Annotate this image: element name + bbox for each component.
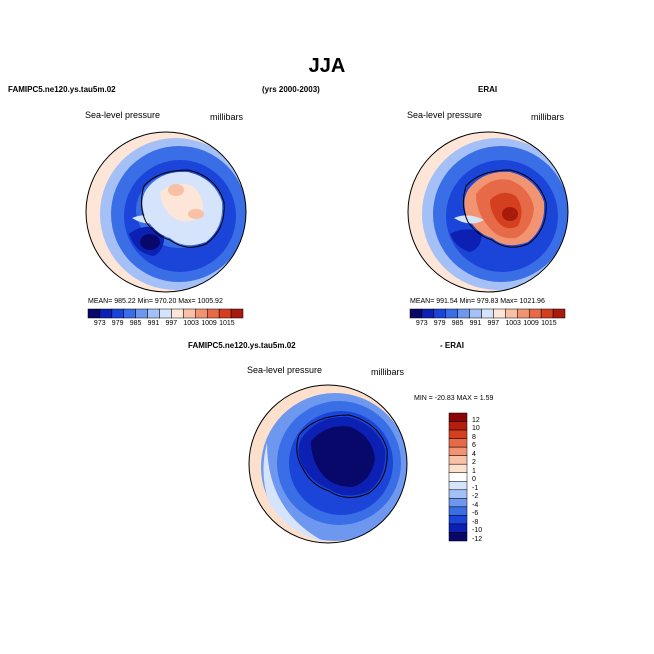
colorbar-swatch — [481, 308, 494, 319]
erai-header: ERAI — [478, 85, 498, 94]
colorbar-swatch — [540, 308, 554, 319]
colorbar-swatch — [517, 308, 530, 319]
panel3-stats: MIN = -20.83 MAX = 1.59 — [414, 395, 494, 402]
panel2-units-label: millibars — [531, 112, 565, 122]
model-name-header: FAMIPC5.ne120.ys.tau5m.02 — [8, 85, 116, 94]
colorbar-swatch — [159, 308, 172, 319]
colorbar-swatch — [135, 308, 148, 319]
colorbar-tick-label: 1003 — [505, 320, 521, 327]
colorbar-swatch — [99, 308, 113, 319]
panel1-colorbar-ticks: 973 979 985 991 997 1003 1009 1015 — [88, 320, 243, 330]
colorbar-tick-label: 973 — [93, 320, 106, 327]
colorbar-swatch — [469, 308, 482, 319]
panel1-polar-map — [85, 131, 247, 293]
colorbar-tick-label: 1015 — [219, 320, 235, 327]
colorbar-swatch — [448, 463, 468, 473]
colorbar-tick-label: -8 — [472, 518, 479, 526]
colorbar-swatch — [123, 308, 136, 319]
colorbar-tick-label: 973 — [415, 320, 428, 327]
colorbar-tick-label: 991 — [147, 320, 160, 327]
colorbar-swatch — [230, 308, 244, 319]
colorbar-swatch — [448, 489, 468, 499]
colorbar-tick-label: -6 — [472, 510, 479, 518]
colorbar-tick-label: 8 — [472, 433, 476, 441]
colorbar-tick-label: 985 — [451, 320, 464, 327]
colorbar-tick-label: 979 — [111, 320, 124, 327]
colorbar-tick-label: -2 — [472, 493, 479, 501]
colorbar-tick-label: -10 — [472, 527, 483, 535]
panel3-colorbar-ticks: 12 10 8 6 4 2 1 0 -1 -2 -4 -6 -8 -10 -12 — [470, 413, 500, 543]
colorbar-tick-label: 1009 — [201, 320, 217, 327]
colorbar-tick-label: 6 — [472, 442, 476, 450]
colorbar-swatch — [111, 308, 125, 319]
colorbar-tick-label: 10 — [472, 425, 480, 433]
panel3-field-label: Sea-level pressure — [247, 365, 323, 375]
colorbar-tick-label: -4 — [472, 501, 479, 509]
panel2-field-label: Sea-level pressure — [407, 110, 483, 120]
colorbar-swatch — [493, 308, 506, 319]
panel3-units-label: millibars — [371, 367, 405, 377]
colorbar-tick-label: 2 — [472, 459, 476, 467]
colorbar-tick-label: 1 — [472, 467, 476, 475]
colorbar-swatch — [433, 308, 447, 319]
colorbar-swatch — [448, 429, 468, 439]
colorbar-tick-label: 1015 — [541, 320, 557, 327]
colorbar-swatch — [171, 308, 184, 319]
colorbar-tick-label: 985 — [129, 320, 142, 327]
panel1-colorbar — [87, 308, 244, 319]
colorbar-swatch — [448, 412, 468, 422]
colorbar-swatch — [505, 308, 518, 319]
colorbar-tick-label: 979 — [433, 320, 446, 327]
colorbar-tick-label: 991 — [469, 320, 482, 327]
colorbar-tick-label: 4 — [472, 450, 476, 458]
panel2-colorbar-ticks: 973 979 985 991 997 1003 1009 1015 — [410, 320, 565, 330]
diff-erai-header: - ERAI — [440, 341, 464, 350]
panel2-polar-map — [407, 131, 569, 293]
panel1-stats: MEAN= 985.22 Min= 970.20 Max= 1005.92 — [88, 298, 223, 305]
colorbar-tick-label: -1 — [472, 484, 479, 492]
panel2-stats: MEAN= 991.54 Min= 979.83 Max= 1021.96 — [410, 298, 545, 305]
colorbar-tick-label: 12 — [472, 416, 480, 424]
colorbar-swatch — [87, 308, 101, 319]
colorbar-swatch — [409, 308, 423, 319]
colorbar-swatch — [448, 472, 468, 482]
panel2-colorbar — [409, 308, 566, 319]
colorbar-tick-label: -12 — [472, 536, 483, 543]
years-header: (yrs 2000-2003) — [262, 85, 320, 94]
colorbar-swatch — [206, 308, 220, 319]
colorbar-swatch — [448, 515, 468, 525]
page-title: JJA — [308, 55, 346, 77]
panel3-polar-map — [248, 384, 408, 544]
colorbar-swatch — [448, 446, 468, 456]
colorbar-swatch — [448, 438, 468, 448]
colorbar-swatch — [448, 421, 468, 431]
colorbar-swatch — [552, 308, 566, 319]
colorbar-swatch — [448, 532, 468, 542]
colorbar-tick-label: 0 — [472, 476, 476, 484]
colorbar-swatch — [448, 498, 468, 508]
colorbar-swatch — [218, 308, 232, 319]
panel1-units-label: millibars — [210, 112, 244, 122]
colorbar-swatch — [448, 523, 468, 533]
colorbar-tick-label: 1009 — [523, 320, 539, 327]
diff-model-header: FAMIPC5.ne120.ys.tau5m.02 — [188, 341, 296, 350]
colorbar-swatch — [448, 481, 468, 491]
colorbar-swatch — [195, 308, 208, 319]
colorbar-swatch — [528, 308, 542, 319]
colorbar-swatch — [457, 308, 470, 319]
colorbar-swatch — [445, 308, 458, 319]
panel1-field-label: Sea-level pressure — [85, 110, 161, 120]
colorbar-swatch — [183, 308, 196, 319]
colorbar-swatch — [448, 455, 468, 465]
colorbar-swatch — [147, 308, 160, 319]
colorbar-tick-label: 997 — [165, 320, 178, 327]
colorbar-tick-label: 1003 — [183, 320, 199, 327]
panel3-colorbar — [448, 412, 468, 542]
colorbar-swatch — [448, 506, 468, 516]
colorbar-tick-label: 997 — [487, 320, 500, 327]
colorbar-swatch — [421, 308, 435, 319]
